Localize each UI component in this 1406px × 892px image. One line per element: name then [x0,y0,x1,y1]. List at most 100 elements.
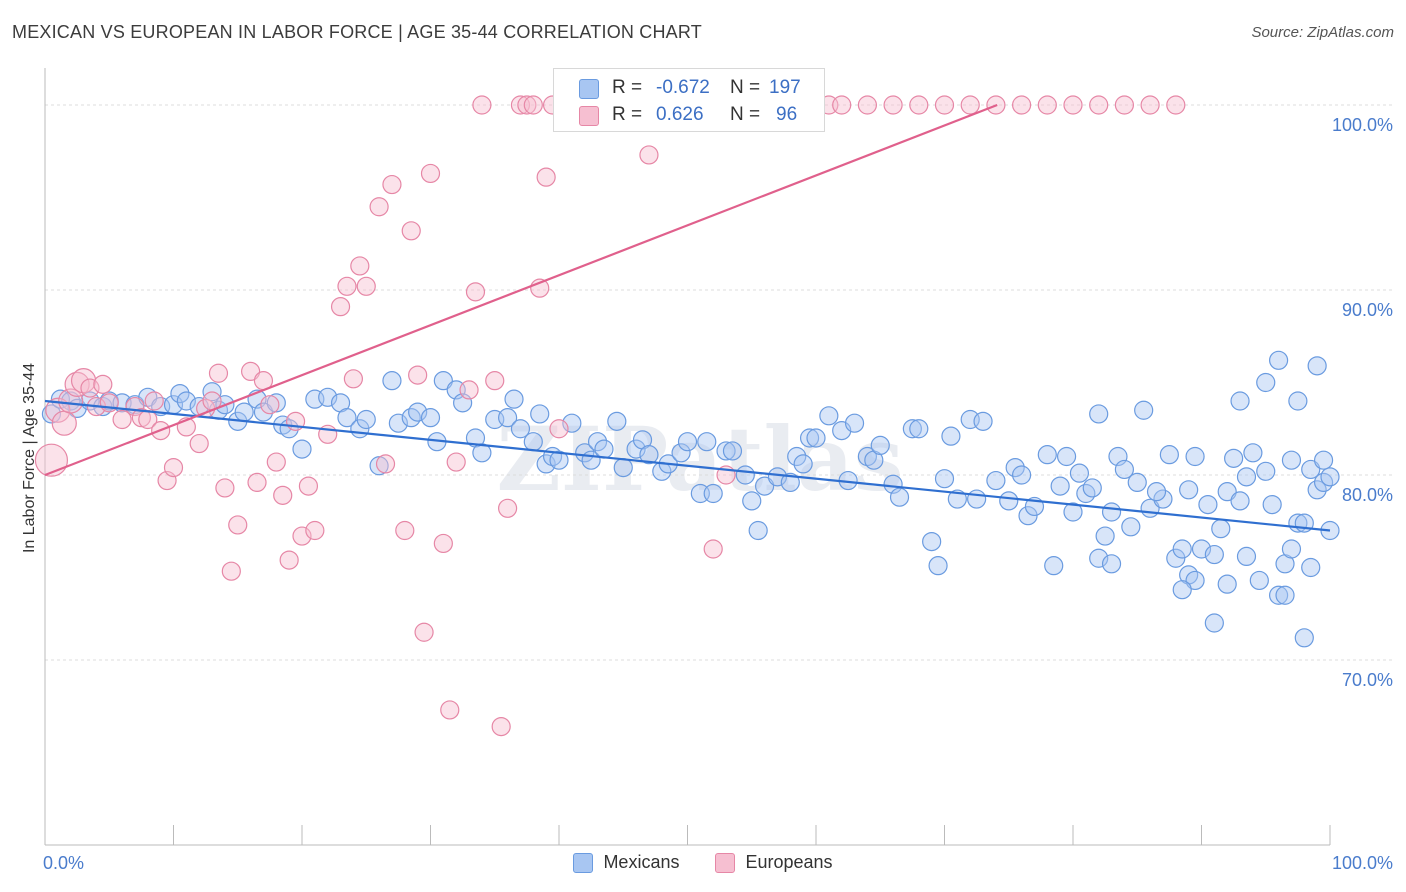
europeans-point [350,256,370,276]
europeans-point [208,363,229,383]
mexicans-point [928,556,948,576]
mexicans-point [1211,519,1231,539]
mexicans-point [748,520,768,541]
mexicans-point [1236,546,1257,567]
europeans-point [485,371,505,391]
europeans-point [549,419,569,439]
europeans-point [343,369,363,389]
europeans-point [279,550,299,570]
europeans-point [401,221,421,241]
mexicans-point [1101,554,1122,574]
mexicans-point [356,409,376,430]
europeans-point [832,95,852,115]
mexicans-point [498,408,518,428]
mexicans-point [1153,489,1173,509]
mexicans-swatch [573,852,594,873]
mexicans-point [1146,482,1167,502]
mexicans-point [1089,404,1109,424]
mexicans-point [1236,467,1257,487]
y-tick-label: 80.0% [1342,485,1393,505]
mexicans-point [337,408,357,428]
europeans-point [433,533,453,554]
europeans-point [472,95,492,115]
europeans-point [1140,95,1160,115]
mexicans-point [1268,585,1289,605]
europeans-point [440,700,460,720]
mexicans-point [1069,463,1090,483]
n-label: N = [730,77,761,98]
mexicans-point [889,487,910,507]
r-label: R = [612,104,643,125]
europeans-point [1089,95,1109,115]
mexicans-point [1044,556,1064,576]
mexicans-point [703,483,723,504]
n-label: N = [730,104,761,125]
europeans-point [414,622,434,642]
y-tick-label: 100.0% [1332,115,1393,135]
europeans-point [465,282,486,302]
mexicans-point [587,432,608,452]
europeans-point [144,391,164,411]
mexicans-point [870,435,890,455]
mexicans-point [986,470,1006,491]
series-legend: Mexicans Europeans [0,852,1406,873]
europeans-point [498,498,518,518]
mexicans-point [742,491,762,511]
legend-item-europeans[interactable]: Europeans [715,852,833,873]
mexicans-point [549,450,569,470]
mexicans-point [1301,557,1321,578]
europeans-point [112,409,132,430]
mexicans-point [382,371,402,391]
mexicans-point [1281,450,1302,470]
mexicans-point [787,446,807,467]
mexicans-point [1082,478,1102,498]
europeans-point [517,95,537,115]
mexicans-point [1224,448,1244,468]
mexicans-trendline [44,399,1331,532]
europeans-point [883,95,903,115]
europeans-point [51,410,77,436]
europeans-point [58,388,84,414]
mexicans-point [909,419,929,439]
mexicans-point [973,411,993,431]
mexicans-point [1307,356,1327,376]
mexicans-point [1281,539,1302,559]
mexicans-point [504,389,524,409]
europeans-point [64,371,90,397]
mexicans-point [1037,445,1057,465]
mexicans-point [754,476,775,496]
europeans-point [93,374,113,394]
europeans-point [80,378,100,398]
europeans-point [163,458,184,478]
legend-item-mexicans[interactable]: Mexicans [573,852,679,873]
europeans-point [857,95,878,115]
x-tick-label: 0.0% [43,853,84,873]
y-tick-label: 70.0% [1342,670,1393,690]
europeans-point [1166,95,1186,115]
mexicans-point [1268,350,1289,370]
mexicans-point [697,432,717,452]
mexicans-point [1243,443,1263,463]
europeans-point [305,520,325,541]
europeans-point [446,452,466,472]
europeans-point [215,478,235,498]
mexicans-point [934,469,955,489]
mexicans-point [1217,574,1237,594]
europeans-point [536,167,556,187]
mexicans-point [292,439,312,459]
mexicans-point [1166,548,1186,568]
europeans-point [228,515,248,535]
mexicans-point [1114,459,1135,480]
x-tick-label: 100.0% [1332,853,1393,873]
mexicans-point [266,393,286,413]
mexicans-point [594,439,614,459]
mexicans-point [1294,628,1314,648]
mexicans-point [1256,461,1276,481]
europeans-point [934,95,955,115]
mexicans-point [967,489,987,509]
mexicans-point [1011,465,1032,485]
europeans-point [266,452,286,472]
mexicans-point [1127,472,1147,492]
europeans-point [491,716,511,737]
mexicans-point [941,426,961,446]
